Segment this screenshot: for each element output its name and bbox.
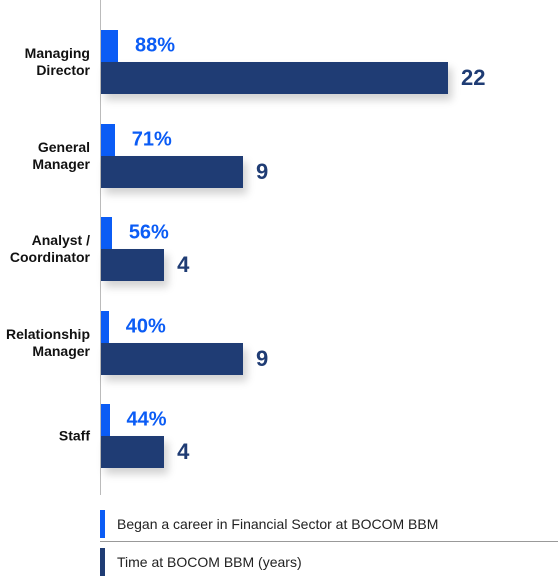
bar — [101, 217, 112, 249]
value-label: 40% — [125, 315, 166, 337]
bar — [101, 310, 109, 343]
legend-item: Began a career in Financial Sector at BO… — [100, 507, 558, 542]
bar — [101, 155, 243, 188]
bar — [101, 436, 165, 468]
value-label: 9 — [255, 345, 269, 371]
value-label: 9 — [255, 158, 269, 184]
bar — [101, 342, 243, 375]
bar — [101, 123, 115, 156]
legend-key — [100, 510, 105, 538]
value-label: 71% — [131, 128, 172, 150]
value-label: 56% — [128, 221, 169, 244]
value-label: 4 — [177, 439, 190, 464]
bar — [101, 30, 118, 62]
category-label: Analyst / Coordinator — [9, 232, 90, 265]
legend-item: Time at BOCOM BBM (years) — [100, 545, 558, 579]
axis-line — [100, 0, 101, 495]
value-label: 22 — [461, 65, 486, 90]
category-label: General Manager — [32, 138, 90, 172]
value-label: 4 — [177, 252, 190, 277]
legend-label: Time at BOCOM BBM (years) — [117, 554, 302, 570]
bar — [101, 249, 165, 281]
category-label: Staff — [58, 427, 90, 444]
legend-key — [100, 548, 105, 576]
category-label: Relationship Manager — [5, 325, 90, 359]
legend-label: Began a career in Financial Sector at BO… — [117, 516, 439, 532]
bar — [101, 404, 110, 436]
value-label: 44% — [126, 408, 167, 431]
category-label: Managing Director — [24, 45, 90, 78]
bar — [101, 62, 448, 94]
value-label: 88% — [135, 34, 176, 57]
